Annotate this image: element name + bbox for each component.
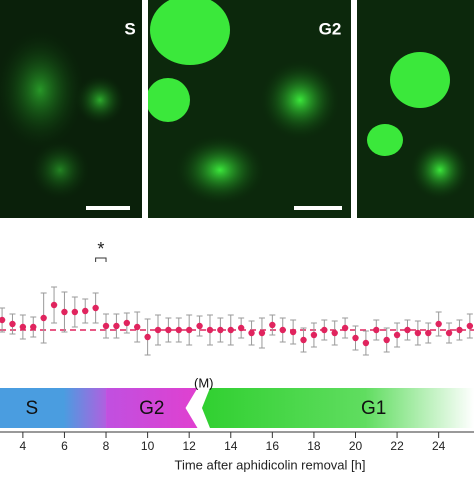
- data-point: [248, 329, 255, 337]
- m-label: (M): [194, 375, 214, 390]
- x-tick-label: 6: [61, 439, 68, 453]
- x-tick-label: 24: [432, 439, 446, 453]
- data-point: [9, 320, 16, 328]
- phase-label: S: [25, 398, 38, 419]
- x-axis-title: Time after aphidicolin removal [h]: [175, 457, 366, 472]
- data-point: [362, 339, 370, 347]
- data-point: [373, 326, 380, 334]
- cell: [75, 75, 125, 125]
- x-tick-label: 14: [224, 439, 238, 453]
- phase-label: G1: [361, 398, 386, 419]
- data-point: [102, 322, 110, 330]
- x-tick-label: 10: [141, 439, 155, 453]
- data-point: [445, 329, 453, 337]
- cell: [260, 60, 340, 140]
- data-point: [383, 336, 390, 344]
- data-point: [144, 333, 151, 341]
- data-point: [227, 326, 234, 334]
- data-point: [237, 324, 245, 332]
- data-point: [414, 329, 422, 337]
- data-point: [269, 321, 276, 329]
- data-point: [40, 314, 47, 322]
- data-point: [196, 322, 203, 330]
- data-point: [310, 331, 318, 339]
- phase-band: [106, 388, 198, 428]
- panel-label: S: [124, 19, 135, 38]
- data-point: [19, 323, 27, 331]
- data-point: [435, 320, 442, 328]
- x-tick-label: 4: [20, 439, 27, 453]
- data-point: [185, 326, 193, 334]
- x-tick-label: 12: [183, 439, 197, 453]
- data-point: [92, 304, 99, 312]
- data-point: [134, 323, 141, 331]
- scale-bar: [86, 206, 130, 210]
- x-tick-label: 22: [390, 439, 404, 453]
- x-tick-label: 16: [266, 439, 280, 453]
- cell: [175, 135, 265, 205]
- significance-bracket: [95, 257, 107, 262]
- data-point: [217, 326, 224, 334]
- data-point: [404, 326, 411, 334]
- phase-band: [201, 388, 474, 428]
- micrographs: S G2: [0, 0, 474, 218]
- data-point: [331, 329, 338, 337]
- data-point: [113, 322, 120, 330]
- data-point: [258, 329, 266, 337]
- cell: [146, 78, 190, 122]
- x-tick-label: 20: [349, 439, 363, 453]
- data-point: [30, 323, 37, 331]
- data-point: [71, 308, 79, 316]
- data-point: [175, 326, 182, 334]
- data-point: [341, 324, 349, 332]
- cell: [30, 140, 90, 200]
- data-point: [50, 301, 58, 309]
- cell: [0, 30, 85, 150]
- data-point: [352, 334, 359, 342]
- data-point: [123, 319, 131, 327]
- x-tick-label: 18: [307, 439, 321, 453]
- x-tick-label: 8: [103, 439, 110, 453]
- phase-band: [0, 388, 107, 428]
- cell: [367, 124, 403, 156]
- data-point: [321, 326, 328, 334]
- cell: [390, 52, 450, 108]
- data-point: [206, 326, 214, 334]
- divider: [142, 0, 148, 218]
- data-point: [289, 328, 297, 336]
- data-point: [300, 336, 307, 344]
- data-point: [154, 326, 162, 334]
- data-point: [279, 326, 286, 334]
- cell: [410, 140, 470, 200]
- divider: [351, 0, 357, 218]
- data-point: [0, 316, 6, 324]
- data-point: [456, 326, 463, 334]
- significance-label: *: [97, 239, 104, 259]
- scale-bar: [294, 206, 342, 210]
- data-point: [425, 329, 432, 337]
- phase-label: G2: [139, 398, 164, 419]
- data-point: [466, 322, 474, 330]
- data-point: [61, 308, 68, 316]
- cell: [150, 0, 230, 65]
- data-point: [393, 331, 401, 339]
- data-point: [165, 326, 172, 334]
- data-point: [82, 307, 89, 315]
- panel-label: G2: [319, 19, 342, 38]
